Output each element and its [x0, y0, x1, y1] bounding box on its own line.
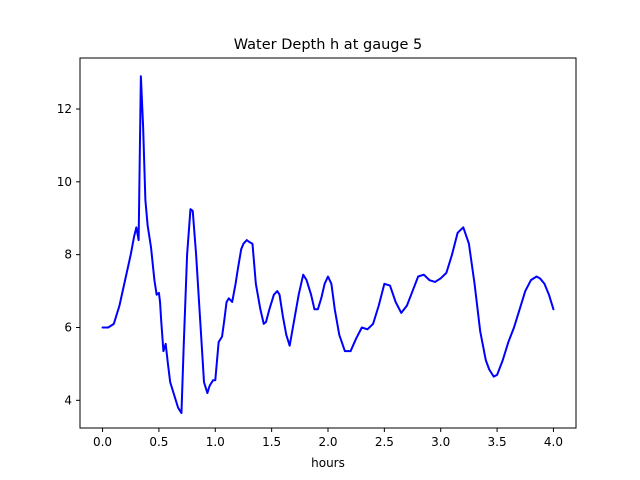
x-axis: 0.0 0.5 1.0 1.5 2.0 2.5 3.0 3.5 4.0 [93, 428, 563, 449]
x-tick-label: 3.0 [431, 435, 450, 449]
plot-area [101, 75, 555, 415]
y-tick-label: 4 [64, 393, 72, 407]
x-tick-label: 0.0 [93, 435, 112, 449]
x-tick-label: 2.0 [318, 435, 337, 449]
x-tick-label: 4.0 [544, 435, 563, 449]
x-axis-label: hours [311, 456, 345, 470]
chart-title: Water Depth h at gauge 5 [234, 37, 422, 53]
y-tick-label: 12 [57, 102, 72, 116]
y-tick-label: 10 [57, 175, 72, 189]
y-axis: 4 6 8 10 12 [57, 102, 80, 407]
series-line-water-depth [101, 75, 555, 415]
x-tick-label: 1.0 [206, 435, 225, 449]
y-tick-label: 8 [64, 248, 72, 262]
x-tick-label: 3.5 [488, 435, 507, 449]
x-tick-label: 1.5 [262, 435, 281, 449]
y-tick-label: 6 [64, 320, 72, 334]
x-tick-label: 2.5 [375, 435, 394, 449]
x-tick-label: 0.5 [149, 435, 168, 449]
